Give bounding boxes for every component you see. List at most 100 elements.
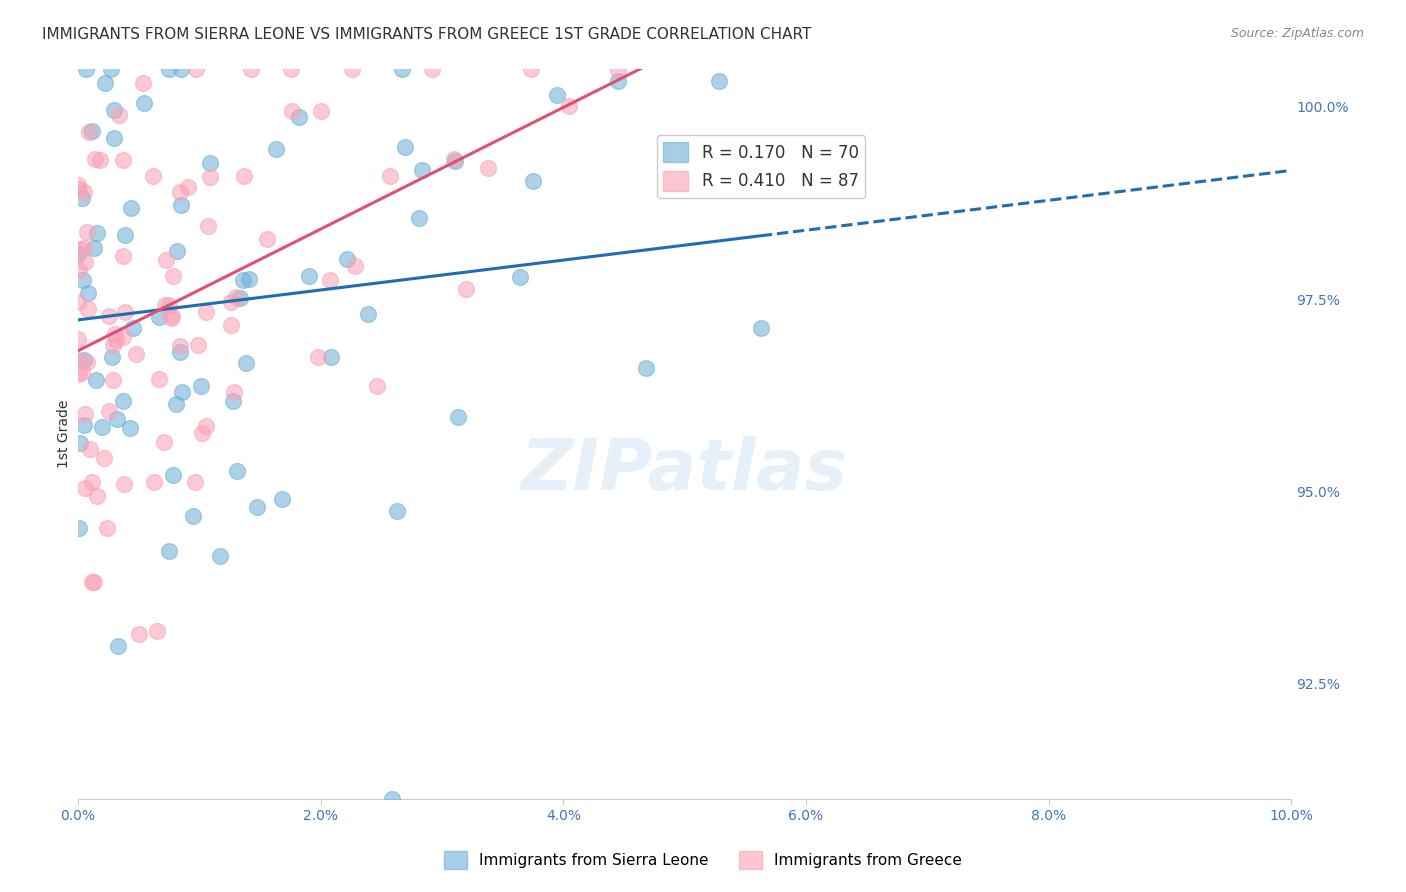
Immigrants from Sierra Leone [190, 378, 212, 392]
Immigrants from Greece [157, 298, 180, 312]
Immigrants from Greece [280, 62, 302, 76]
Immigrants from Sierra Leone [157, 62, 180, 76]
Immigrants from Greece [194, 304, 217, 318]
Immigrants from Greece [366, 379, 388, 393]
Immigrants from Greece [169, 339, 191, 353]
Immigrants from Greece [114, 305, 136, 319]
Immigrants from Greece [93, 450, 115, 465]
Immigrants from Sierra Leone [120, 201, 142, 215]
Immigrants from Sierra Leone [226, 464, 249, 478]
Immigrants from Greece [128, 626, 150, 640]
Immigrants from Greece [160, 309, 183, 323]
Immigrants from Greece [307, 350, 329, 364]
Immigrants from Greece [143, 475, 166, 489]
Immigrants from Greece [281, 103, 304, 118]
Immigrants from Greece [342, 62, 364, 76]
Immigrants from Sierra Leone [148, 310, 170, 325]
Immigrants from Greece [69, 182, 91, 196]
Immigrants from Greece [422, 62, 444, 76]
Immigrants from Greece [184, 475, 207, 490]
Immigrants from Sierra Leone [83, 241, 105, 255]
Immigrants from Sierra Leone [198, 156, 221, 170]
Immigrants from Greece [152, 435, 174, 450]
Immigrants from Greece [454, 282, 477, 296]
Immigrants from Greece [98, 309, 121, 323]
Immigrants from Sierra Leone [72, 191, 94, 205]
Immigrants from Greece [311, 104, 333, 119]
Immigrants from Greece [75, 255, 97, 269]
Immigrants from Greece [98, 404, 121, 418]
Immigrants from Greece [89, 153, 111, 167]
Immigrants from Greece [162, 269, 184, 284]
Immigrants from Greece [132, 76, 155, 90]
Immigrants from Sierra Leone [235, 356, 257, 370]
Immigrants from Sierra Leone [298, 269, 321, 284]
Immigrants from Sierra Leone [264, 142, 287, 156]
Immigrants from Sierra Leone [114, 228, 136, 243]
Immigrants from Sierra Leone [67, 246, 90, 260]
Immigrants from Greece [222, 385, 245, 400]
Immigrants from Greece [76, 355, 98, 369]
Immigrants from Greece [73, 481, 96, 495]
Immigrants from Greece [155, 298, 177, 312]
Immigrants from Sierra Leone [69, 435, 91, 450]
Immigrants from Sierra Leone [232, 273, 254, 287]
Immigrants from Sierra Leone [91, 420, 114, 434]
Legend: R = 0.170   N = 70, R = 0.410   N = 87: R = 0.170 N = 70, R = 0.410 N = 87 [657, 136, 865, 198]
Immigrants from Sierra Leone [103, 103, 125, 118]
Immigrants from Greece [86, 489, 108, 503]
Immigrants from Greece [160, 311, 183, 326]
Immigrants from Sierra Leone [336, 252, 359, 267]
Immigrants from Sierra Leone [606, 74, 628, 88]
Immigrants from Sierra Leone [357, 307, 380, 321]
Immigrants from Sierra Leone [73, 353, 96, 368]
Immigrants from Greece [79, 125, 101, 139]
Text: Source: ZipAtlas.com: Source: ZipAtlas.com [1230, 27, 1364, 40]
Immigrants from Sierra Leone [72, 273, 94, 287]
Immigrants from Sierra Leone [121, 321, 143, 335]
Immigrants from Sierra Leone [636, 360, 658, 375]
Immigrants from Sierra Leone [271, 491, 294, 506]
Immigrants from Greece [112, 477, 135, 491]
Legend: Immigrants from Sierra Leone, Immigrants from Greece: Immigrants from Sierra Leone, Immigrants… [437, 845, 969, 875]
Immigrants from Greece [96, 520, 118, 534]
Immigrants from Greece [232, 169, 254, 184]
Immigrants from Sierra Leone [246, 500, 269, 514]
Immigrants from Sierra Leone [111, 393, 134, 408]
Immigrants from Greece [344, 259, 367, 273]
Immigrants from Greece [477, 161, 499, 175]
Immigrants from Greece [69, 242, 91, 256]
Immigrants from Sierra Leone [100, 62, 122, 76]
Immigrants from Greece [80, 575, 103, 590]
Immigrants from Greece [169, 186, 191, 200]
Immigrants from Greece [239, 62, 262, 76]
Immigrants from Greece [111, 153, 134, 168]
Immigrants from Greece [148, 372, 170, 386]
Immigrants from Greece [103, 338, 125, 352]
Immigrants from Greece [176, 179, 198, 194]
Immigrants from Greece [82, 475, 104, 490]
Immigrants from Greece [104, 333, 127, 347]
Immigrants from Sierra Leone [391, 62, 413, 76]
Immigrants from Sierra Leone [319, 351, 342, 365]
Immigrants from Greece [76, 225, 98, 239]
Immigrants from Sierra Leone [181, 508, 204, 523]
Y-axis label: 1st Grade: 1st Grade [58, 400, 72, 468]
Immigrants from Greece [221, 318, 243, 333]
Immigrants from Sierra Leone [103, 131, 125, 145]
Immigrants from Sierra Leone [166, 244, 188, 259]
Immigrants from Sierra Leone [86, 226, 108, 240]
Immigrants from Greece [67, 367, 90, 381]
Immigrants from Sierra Leone [209, 549, 232, 564]
Immigrants from Sierra Leone [394, 139, 416, 153]
Immigrants from Sierra Leone [238, 271, 260, 285]
Immigrants from Greece [69, 263, 91, 277]
Immigrants from Greece [73, 241, 96, 255]
Immigrants from Sierra Leone [75, 62, 97, 76]
Immigrants from Greece [72, 366, 94, 380]
Immigrants from Sierra Leone [100, 350, 122, 364]
Immigrants from Greece [319, 273, 342, 287]
Immigrants from Greece [75, 407, 97, 421]
Immigrants from Sierra Leone [509, 269, 531, 284]
Text: ZIPatlas: ZIPatlas [522, 436, 848, 505]
